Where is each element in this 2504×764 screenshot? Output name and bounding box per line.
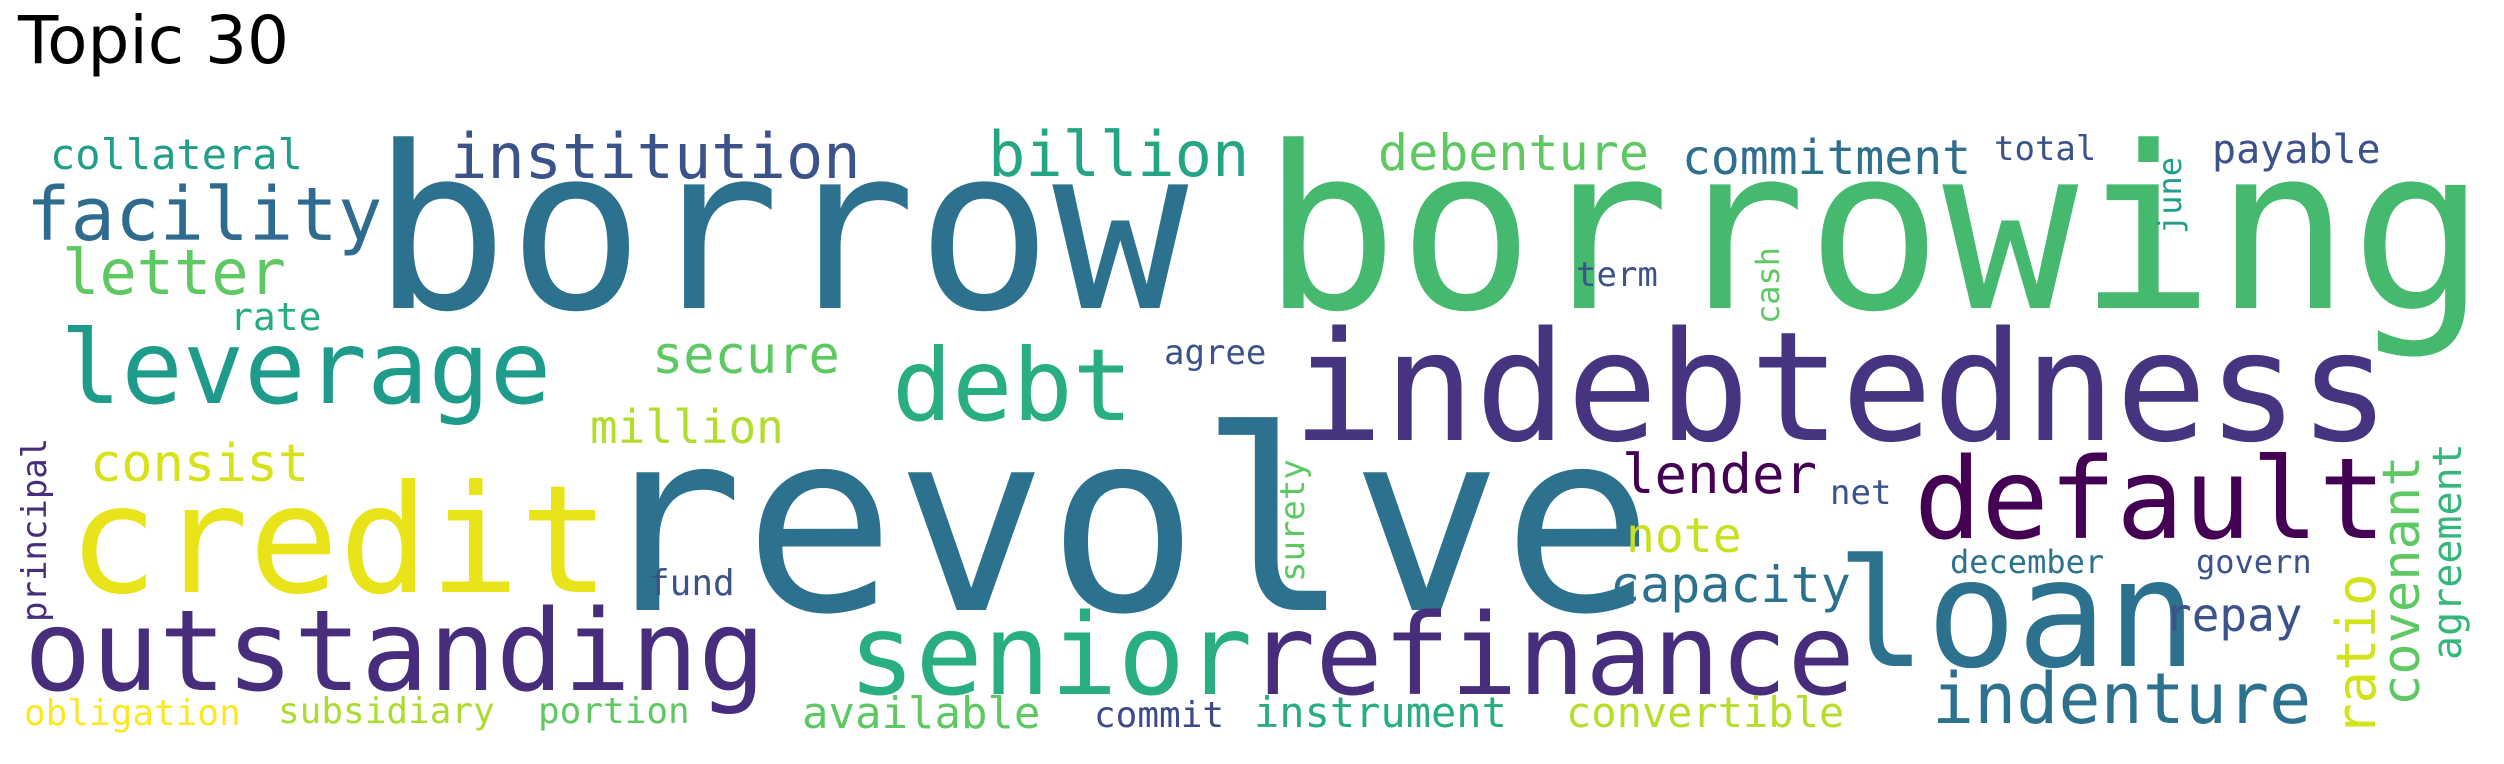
- word-indebtedness: indebtedness: [1292, 299, 2391, 476]
- word-note: note: [1626, 508, 1742, 564]
- word-principal: principal: [15, 437, 55, 622]
- word-institution: institution: [450, 120, 861, 193]
- word-total: total: [1994, 129, 2097, 169]
- word-convertible: convertible: [1566, 688, 1845, 737]
- word-refinance: refinance: [1248, 591, 1855, 721]
- word-debenture: debenture: [1378, 124, 1649, 182]
- word-borrowing: borrowing: [1262, 99, 2487, 362]
- word-default: default: [1914, 435, 2387, 565]
- word-indenture: indenture: [1932, 658, 2312, 740]
- word-december: december: [1950, 543, 2105, 581]
- word-subsidiary: subsidiary: [278, 691, 495, 732]
- word-capacity: capacity: [1610, 556, 1851, 614]
- word-instrument: instrument: [1254, 688, 1507, 737]
- word-lender: lender: [1622, 443, 1818, 506]
- word-repay: repay: [2164, 588, 2303, 642]
- word-govern: govern: [2196, 543, 2312, 581]
- word-commitment: commitment: [1682, 130, 1971, 186]
- word-facility: facility: [26, 172, 383, 258]
- word-leverage: leverage: [60, 309, 552, 428]
- word-payable: payable: [2212, 127, 2381, 173]
- word-borrow: borrow: [372, 99, 1189, 362]
- word-cash: cash: [1749, 246, 1787, 324]
- word-obligation: obligation: [24, 693, 241, 734]
- word-debt: debt: [892, 327, 1133, 444]
- word-billion: billion: [988, 118, 1250, 191]
- word-available: available: [802, 688, 1041, 739]
- word-loan: loan: [1836, 528, 2198, 702]
- word-consist: consist: [90, 434, 310, 494]
- word-portion: portion: [538, 691, 690, 732]
- word-outstanding: outstanding: [24, 587, 766, 717]
- word-rate: rate: [230, 295, 322, 339]
- word-term: term: [1576, 255, 1658, 295]
- word-senior: senior: [848, 591, 1253, 721]
- word-fund: fund: [648, 563, 735, 604]
- word-million: million: [590, 400, 784, 454]
- word-revolve: revolve: [592, 377, 1655, 670]
- word-agreement: agreement: [2425, 443, 2471, 660]
- page-title: Topic 30: [18, 2, 289, 79]
- word-credit: credit: [68, 454, 610, 628]
- word-letter: letter: [62, 236, 286, 309]
- word-agree: agree: [1164, 333, 1267, 373]
- word-secure: secure: [652, 326, 840, 386]
- word-collateral: collateral: [50, 130, 303, 179]
- word-covenant: covenant: [2372, 455, 2432, 706]
- word-commit: commit: [1094, 695, 1225, 736]
- word-june: june: [2151, 156, 2189, 234]
- word-net: net: [1830, 473, 1892, 513]
- word-surety: surety: [1273, 459, 1313, 582]
